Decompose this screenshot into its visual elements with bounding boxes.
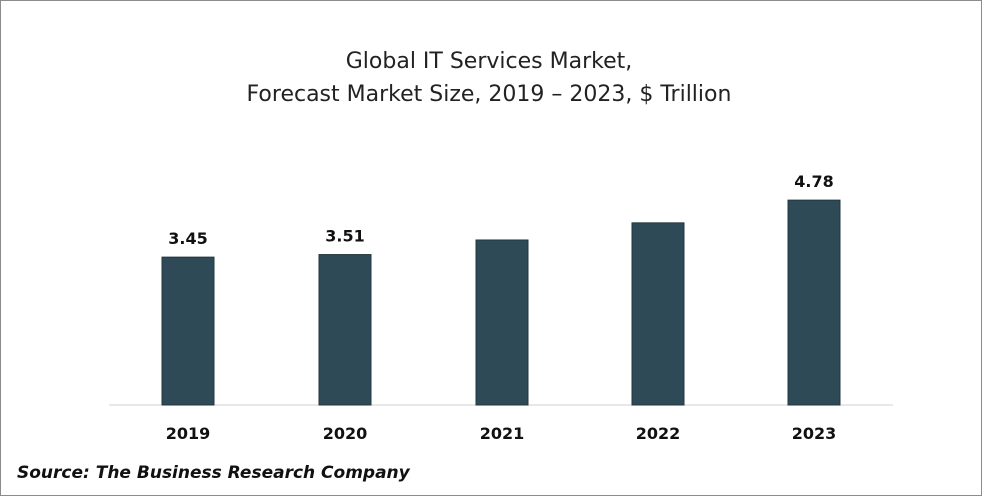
bar-2021 (475, 239, 529, 406)
source-note: Source: The Business Research Company (17, 463, 410, 483)
chart-title-line-1: Global IT Services Market, (345, 49, 633, 74)
x-tick-label-2021: 2021 (480, 424, 525, 443)
bar-2020 (318, 254, 372, 406)
chart-title-line-2: Forecast Market Size, 2019 – 2023, $ Tri… (246, 82, 732, 107)
x-tick-label-2022: 2022 (636, 424, 681, 443)
data-label-2023: 4.78 (794, 172, 833, 191)
bar-2019 (161, 256, 215, 406)
bar-2022 (631, 222, 685, 406)
data-label-2020: 3.51 (325, 227, 364, 246)
x-tick-label-2023: 2023 (792, 424, 837, 443)
data-label-2019: 3.45 (168, 229, 207, 248)
chart-title: Global IT Services Market, Forecast Mark… (1, 45, 977, 111)
x-tick-label-2020: 2020 (323, 424, 368, 443)
bar-2023 (787, 199, 841, 406)
x-tick-label-2019: 2019 (166, 424, 211, 443)
